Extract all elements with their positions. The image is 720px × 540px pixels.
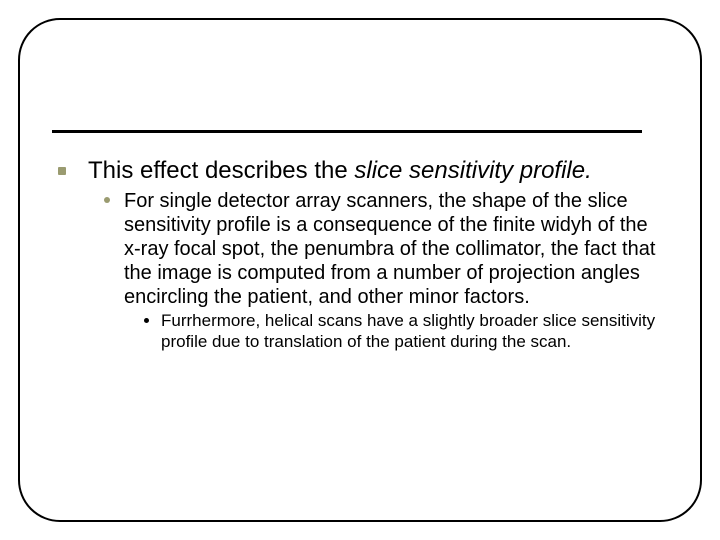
bullet-level-2-text: For single detector array scanners, the … xyxy=(124,189,658,309)
bullet-level-2: For single detector array scanners, the … xyxy=(104,189,658,309)
bullet-level-3-text: Furrhermore, helical scans have a slight… xyxy=(161,311,658,352)
slide-content: This effect describes the slice sensitiv… xyxy=(58,156,658,352)
lvl1-prefix: This effect describes the xyxy=(88,157,354,184)
disc-bullet-icon xyxy=(104,197,110,203)
bullet-level-3: Furrhermore, helical scans have a slight… xyxy=(144,311,658,352)
square-bullet-icon xyxy=(58,167,66,175)
lvl1-italic: slice sensitivity profile. xyxy=(354,157,591,184)
bullet-level-1: This effect describes the slice sensitiv… xyxy=(58,156,658,185)
bullet-level-1-text: This effect describes the slice sensitiv… xyxy=(88,156,592,185)
title-underline xyxy=(52,130,642,133)
small-disc-bullet-icon xyxy=(144,318,149,323)
